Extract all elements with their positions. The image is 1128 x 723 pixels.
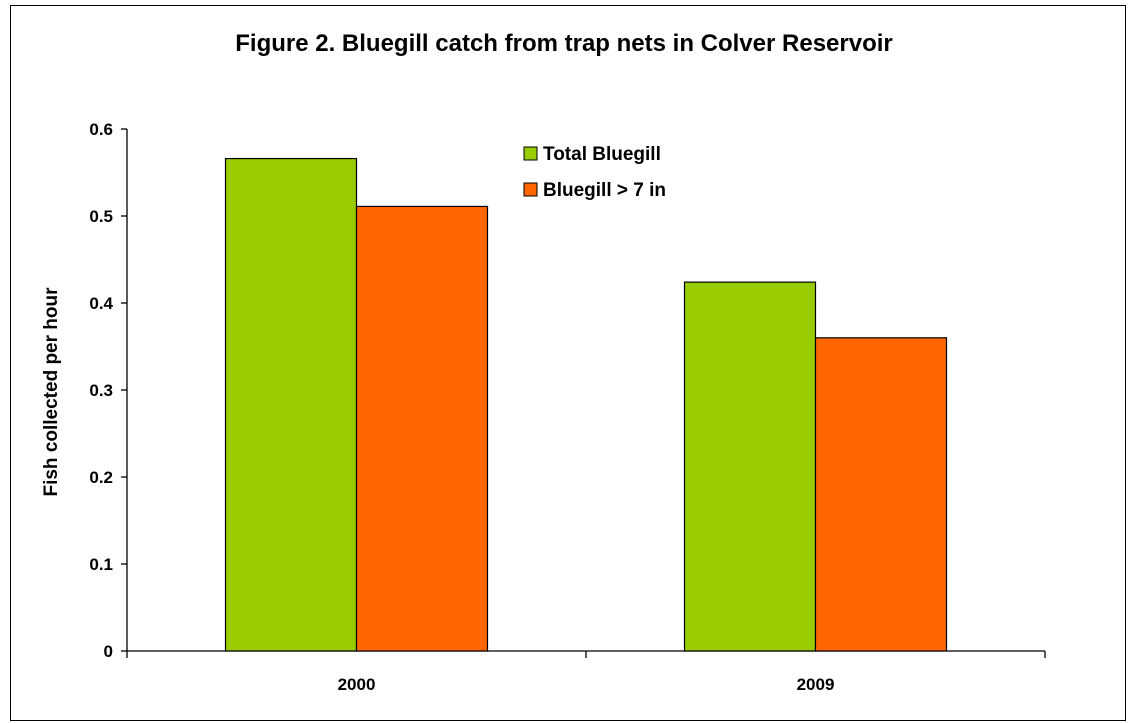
legend-swatch [523, 182, 538, 197]
x-tick-label: 2000 [338, 675, 376, 694]
y-tick-label: 0.2 [89, 468, 113, 487]
bar-total-bluegill-2000 [224, 157, 358, 652]
y-tick-label: 0.4 [89, 294, 113, 313]
chart-title: Figure 2. Bluegill catch from trap nets … [235, 30, 893, 57]
bar-total-bluegill-2009 [683, 281, 817, 652]
y-tick-label: 0.5 [89, 207, 113, 226]
y-tick-label: 0.3 [89, 381, 113, 400]
bar-bluegill-over-7in-2009 [814, 337, 948, 652]
legend-swatch [523, 146, 538, 161]
y-tick-label: 0.1 [89, 555, 113, 574]
legend-label: Bluegill > 7 in [543, 180, 666, 201]
legend: Total Bluegill Bluegill > 7 in [523, 144, 666, 201]
bars [224, 157, 948, 652]
y-tick-label: 0 [104, 642, 113, 661]
bar-bluegill-over-7in-2000 [355, 205, 489, 652]
y-tick-label: 0.6 [89, 120, 113, 139]
x-tick-label: 2009 [797, 675, 835, 694]
legend-label: Total Bluegill [543, 144, 661, 165]
